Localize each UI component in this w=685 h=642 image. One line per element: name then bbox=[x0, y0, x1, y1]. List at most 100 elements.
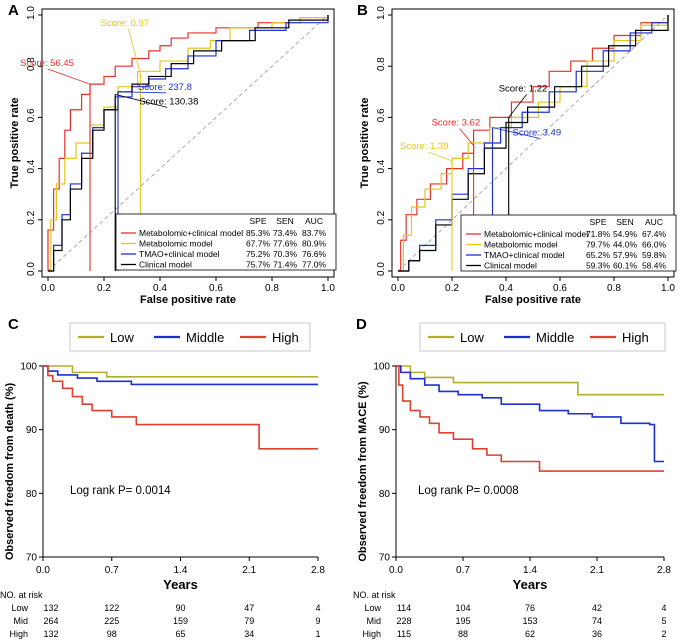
risk-value-C: 1 bbox=[315, 629, 320, 639]
risk-value-C: 79 bbox=[244, 616, 254, 626]
y-tick-label-C: 70 bbox=[26, 553, 38, 564]
x-tick-label-C: 2.8 bbox=[311, 565, 325, 576]
score-label-A-2: Score: 237.8 bbox=[138, 82, 192, 93]
legend-header-A: SEN bbox=[276, 216, 293, 226]
x-tick-label-A: 0.8 bbox=[265, 283, 279, 294]
legend-name-A: TMAO+clinical model bbox=[139, 249, 220, 259]
legend-value-B: 71.8% bbox=[586, 229, 611, 239]
legend-box-C bbox=[69, 322, 311, 352]
x-tick-label-A: 0.4 bbox=[153, 283, 167, 294]
y-axis-title-B: True positive rate bbox=[359, 97, 371, 188]
y-tick-label-D: 90 bbox=[379, 425, 391, 436]
y-tick-label-D: 80 bbox=[379, 489, 391, 500]
score-label-value-A-2: 237.8 bbox=[168, 82, 192, 93]
legend-value-A: 76.6% bbox=[302, 249, 327, 259]
log-rank-label-C: Log rank P= 0.0014 bbox=[70, 485, 171, 497]
x-tick-label-B: 0.2 bbox=[445, 283, 459, 294]
y-tick-label-A: 1.0 bbox=[26, 6, 37, 20]
legend-value-B: 65.2% bbox=[586, 250, 611, 260]
legend-name-B: Clinical model bbox=[484, 261, 537, 271]
y-axis-title-D: Observed freedom from MACE (%) bbox=[357, 381, 369, 562]
score-leader-B-0 bbox=[459, 128, 474, 146]
x-tick-label-D: 0.7 bbox=[456, 565, 470, 576]
y-axis-title-A: True positive rate bbox=[9, 97, 21, 188]
score-label-prefix-A-1: Score: bbox=[100, 18, 130, 29]
legend-name-A: Metabolomic model bbox=[139, 239, 213, 249]
score-label-A-3: Score: 130.38 bbox=[139, 96, 198, 107]
legend-header-B: AUC bbox=[645, 217, 663, 227]
km-curve-C-2 bbox=[43, 365, 318, 450]
legend-value-A: 77.6% bbox=[273, 239, 298, 249]
score-label-A-1: Score: 0.97 bbox=[100, 18, 149, 29]
risk-row-label-D: High bbox=[362, 629, 381, 639]
legend-value-B: 57.9% bbox=[613, 250, 638, 260]
y-tick-label-B: 0.4 bbox=[376, 159, 387, 173]
plot-frame-B bbox=[391, 8, 675, 278]
risk-value-D: 4 bbox=[661, 603, 666, 613]
score-leader-B-1 bbox=[427, 151, 453, 162]
legend-box-D bbox=[419, 322, 666, 352]
legend-value-B: 66.0% bbox=[642, 240, 667, 250]
risk-value-C: 98 bbox=[107, 629, 117, 639]
plot-frame-A bbox=[41, 8, 335, 278]
risk-row-label-C: Low bbox=[11, 603, 28, 613]
legend-name-C: Middle bbox=[186, 330, 224, 345]
y-tick-label-B: 0.2 bbox=[376, 210, 387, 224]
y-tick-label-A: 0.4 bbox=[26, 159, 37, 173]
score-label-prefix-A-0: Score: bbox=[20, 58, 50, 69]
score-label-value-B-1: 1.39 bbox=[430, 141, 449, 152]
roc-curve-B-2 bbox=[398, 15, 669, 272]
legend-header-B: SPE bbox=[589, 217, 606, 227]
roc-curve-B-1 bbox=[398, 15, 669, 272]
x-tick-label-B: 0.0 bbox=[391, 283, 405, 294]
score-label-value-B-3: 1.22 bbox=[529, 83, 548, 94]
legend-name-A: Clinical model bbox=[139, 260, 192, 270]
x-tick-label-C: 2.1 bbox=[242, 565, 256, 576]
risk-value-D: 228 bbox=[396, 616, 411, 626]
y-tick-label-B: 0.8 bbox=[376, 57, 387, 71]
x-tick-label-B: 0.4 bbox=[499, 283, 513, 294]
y-tick-label-C: 90 bbox=[26, 425, 38, 436]
roc-curve-B-3 bbox=[398, 15, 669, 272]
risk-value-C: 225 bbox=[104, 616, 119, 626]
legend-name-D: Low bbox=[460, 330, 484, 345]
x-tick-label-D: 2.8 bbox=[657, 565, 671, 576]
risk-value-D: 62 bbox=[525, 629, 535, 639]
reference-diagonal-A bbox=[47, 14, 329, 272]
risk-value-C: 132 bbox=[43, 603, 58, 613]
y-tick-label-B: 0.6 bbox=[376, 108, 387, 122]
score-leader-A-1 bbox=[128, 28, 141, 74]
legend-value-B: 59.8% bbox=[642, 250, 667, 260]
risk-value-D: 76 bbox=[525, 603, 535, 613]
x-tick-label-A: 0.0 bbox=[41, 283, 55, 294]
km-curve-D-1 bbox=[396, 365, 664, 463]
legend-value-A: 75.7% bbox=[246, 260, 271, 270]
y-tick-label-A: 0.8 bbox=[26, 57, 37, 71]
score-label-value-B-2: 3.49 bbox=[543, 128, 562, 139]
km-curve-C-1 bbox=[43, 365, 318, 386]
panel-label-D: D bbox=[356, 316, 367, 333]
legend-name-A: Metabolomic+clinical model bbox=[139, 228, 243, 238]
legend-name-B: Metabolomic model bbox=[484, 240, 558, 250]
legend-value-A: 85.3% bbox=[246, 228, 271, 238]
legend-header-A: AUC bbox=[305, 216, 323, 226]
risk-value-C: 4 bbox=[315, 603, 320, 613]
legend-box-B bbox=[460, 214, 677, 272]
score-label-prefix-A-2: Score: bbox=[138, 82, 168, 93]
x-tick-label-C: 0.0 bbox=[36, 565, 50, 576]
risk-row-label-C: Mid bbox=[13, 616, 28, 626]
legend-name-B: TMAO+clinical model bbox=[484, 250, 565, 260]
legend-header-B: SEN bbox=[616, 217, 633, 227]
y-tick-label-C: 80 bbox=[26, 489, 38, 500]
score-label-B-3: Score: 1.22 bbox=[499, 83, 548, 94]
legend-name-D: High bbox=[622, 330, 649, 345]
panel-label-B: B bbox=[357, 2, 368, 19]
x-tick-label-A: 0.6 bbox=[209, 283, 223, 294]
risk-value-D: 5 bbox=[661, 616, 666, 626]
legend-value-B: 58.4% bbox=[642, 261, 667, 271]
legend-value-A: 67.7% bbox=[246, 239, 271, 249]
risk-value-D: 114 bbox=[397, 603, 411, 613]
score-leader-A-0 bbox=[47, 68, 91, 85]
risk-value-C: 122 bbox=[104, 603, 119, 613]
legend-value-A: 80.9% bbox=[302, 239, 327, 249]
